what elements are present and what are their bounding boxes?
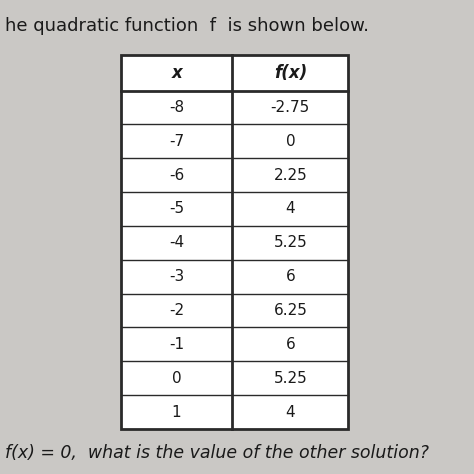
Text: 6: 6	[285, 269, 295, 284]
Text: x: x	[171, 64, 182, 82]
Text: 6.25: 6.25	[273, 303, 307, 318]
Text: 4: 4	[285, 404, 295, 419]
Text: 6: 6	[285, 337, 295, 352]
Text: 5.25: 5.25	[273, 235, 307, 250]
Text: -3: -3	[169, 269, 184, 284]
Text: -4: -4	[169, 235, 184, 250]
Bar	[121, 55, 348, 429]
Text: 5.25: 5.25	[273, 371, 307, 386]
Text: -5: -5	[169, 201, 184, 217]
Text: 0: 0	[285, 134, 295, 149]
Text: 1: 1	[172, 404, 182, 419]
Text: -1: -1	[169, 337, 184, 352]
Text: -2: -2	[169, 303, 184, 318]
Text: 2.25: 2.25	[273, 168, 307, 182]
Text: -7: -7	[169, 134, 184, 149]
Text: he quadratic function  f  is shown below.: he quadratic function f is shown below.	[5, 17, 369, 35]
Text: -8: -8	[169, 100, 184, 115]
Text: -6: -6	[169, 168, 184, 182]
Text: f(x): f(x)	[273, 64, 307, 82]
Text: 0: 0	[172, 371, 182, 386]
Text: -2.75: -2.75	[271, 100, 310, 115]
Text: f(x) = 0,  what is the value of the other solution?: f(x) = 0, what is the value of the other…	[5, 444, 429, 462]
Text: 4: 4	[285, 201, 295, 217]
